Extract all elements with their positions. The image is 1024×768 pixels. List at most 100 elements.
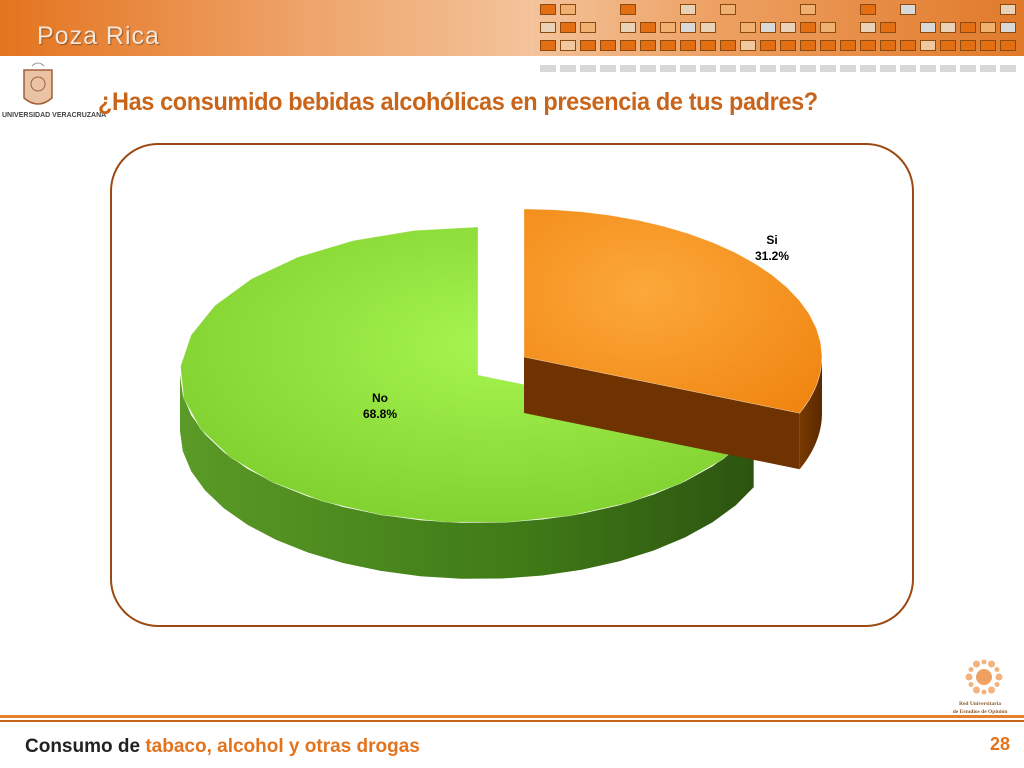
mosaic-tile <box>620 4 636 15</box>
mosaic-tile <box>940 40 956 51</box>
mosaic-tile <box>780 22 796 33</box>
mosaic-shadow <box>540 65 556 72</box>
mosaic-shadow <box>640 65 656 72</box>
mosaic-tile <box>540 22 556 33</box>
red-universitaria-logo: Red Universitaria de Estudios de Opinión <box>953 659 1008 715</box>
mosaic-tile <box>920 40 936 51</box>
brand-title: Poza Rica <box>37 22 160 50</box>
mosaic-tile <box>720 40 736 51</box>
logo-dot <box>968 667 974 672</box>
chart-frame <box>110 143 914 627</box>
mosaic-tile <box>920 22 936 33</box>
slide-title: ¿Has consumido bebidas alcohólicas en pr… <box>98 88 818 116</box>
slice-value-no: 68.8% <box>363 407 397 421</box>
mosaic-tile <box>700 22 716 33</box>
mosaic-shadow <box>840 65 856 72</box>
mosaic-tile <box>560 22 576 33</box>
mosaic-shadow <box>900 65 916 72</box>
mosaic-shadow <box>680 65 696 72</box>
mosaic-tile <box>560 4 576 15</box>
logo-dot <box>973 686 980 694</box>
mosaic-tile <box>800 22 816 33</box>
slice-label-si: Si <box>766 233 777 247</box>
logo-dot <box>995 673 1003 681</box>
mosaic-shadow <box>880 65 896 72</box>
mosaic-tile <box>980 22 996 33</box>
mosaic-shadow <box>1000 65 1016 72</box>
mosaic-tile <box>560 40 576 51</box>
mosaic-shadow <box>600 65 616 72</box>
footer-caption: Consumo de tabaco, alcohol y otras droga… <box>25 736 420 758</box>
mosaic-shadow <box>940 65 956 72</box>
mosaic-tile <box>800 40 816 51</box>
logo-dot <box>965 673 973 681</box>
mosaic-tile <box>880 40 896 51</box>
mosaic-shadow <box>860 65 876 72</box>
mosaic-shadow <box>700 65 716 72</box>
decorative-mosaic <box>540 4 1024 76</box>
mosaic-shadow <box>720 65 736 72</box>
mosaic-shadow <box>620 65 636 72</box>
mosaic-tile <box>880 22 896 33</box>
mosaic-shadow <box>980 65 996 72</box>
svg-text:de Estudios de Opinión: de Estudios de Opinión <box>953 709 1008 715</box>
mosaic-shadow <box>660 65 676 72</box>
mosaic-tile <box>900 40 916 51</box>
mosaic-shadow <box>560 65 576 72</box>
mosaic-tile <box>840 40 856 51</box>
slice-top-si <box>523 208 823 414</box>
mosaic-shadow <box>800 65 816 72</box>
mosaic-shadow <box>820 65 836 72</box>
mosaic-tile <box>720 4 736 15</box>
mosaic-tile <box>1000 22 1016 33</box>
mosaic-tile <box>760 22 776 33</box>
mosaic-tile <box>820 40 836 51</box>
mosaic-tile <box>960 40 976 51</box>
mosaic-tile <box>660 22 676 33</box>
mosaic-tile <box>960 22 976 33</box>
header-band: Poza Rica <box>0 0 1024 72</box>
mosaic-shadow <box>580 65 596 72</box>
logo-dot <box>981 659 987 665</box>
page-number: 28 <box>989 734 1010 754</box>
logo-dot <box>981 689 987 695</box>
mosaic-tile <box>780 40 796 51</box>
mosaic-tile <box>1000 40 1016 51</box>
footer-rule-2 <box>0 720 1024 722</box>
slice-cut-face-si <box>524 357 800 470</box>
mosaic-shadow <box>960 65 976 72</box>
mosaic-shadow <box>780 65 796 72</box>
mosaic-tile <box>740 40 756 51</box>
logo-dot <box>994 682 1000 687</box>
mosaic-tile <box>640 22 656 33</box>
mosaic-tile <box>620 40 636 51</box>
slice-top-no <box>180 226 755 523</box>
mosaic-tile <box>680 22 696 33</box>
logo-dot <box>988 660 995 668</box>
mosaic-tile <box>700 40 716 51</box>
mosaic-tile <box>820 22 836 33</box>
mosaic-tile <box>540 4 556 15</box>
mosaic-tile <box>540 40 556 51</box>
mosaic-tile <box>940 22 956 33</box>
mosaic-tile <box>900 4 916 15</box>
universidad-veracruzana-name: UNIVERSIDAD VERACRUZANA <box>2 112 107 119</box>
footer-prefix: Consumo de <box>25 736 141 757</box>
mosaic-shadow <box>920 65 936 72</box>
logo-dot <box>994 667 1000 672</box>
mosaic-tile <box>860 4 876 15</box>
mosaic-tile <box>860 40 876 51</box>
logo-dot <box>988 686 995 694</box>
mosaic-tile <box>680 40 696 51</box>
slice-side-si <box>799 357 822 470</box>
slice-side-no <box>180 375 754 579</box>
mosaic-shadow <box>740 65 756 72</box>
mosaic-tile <box>580 22 596 33</box>
mosaic-tile <box>660 40 676 51</box>
mosaic-tile <box>680 4 696 15</box>
footer-topic: tabaco, alcohol y otras drogas <box>145 736 420 757</box>
universidad-veracruzana-logo <box>23 62 53 105</box>
mosaic-tile <box>640 40 656 51</box>
mosaic-tile <box>580 40 596 51</box>
